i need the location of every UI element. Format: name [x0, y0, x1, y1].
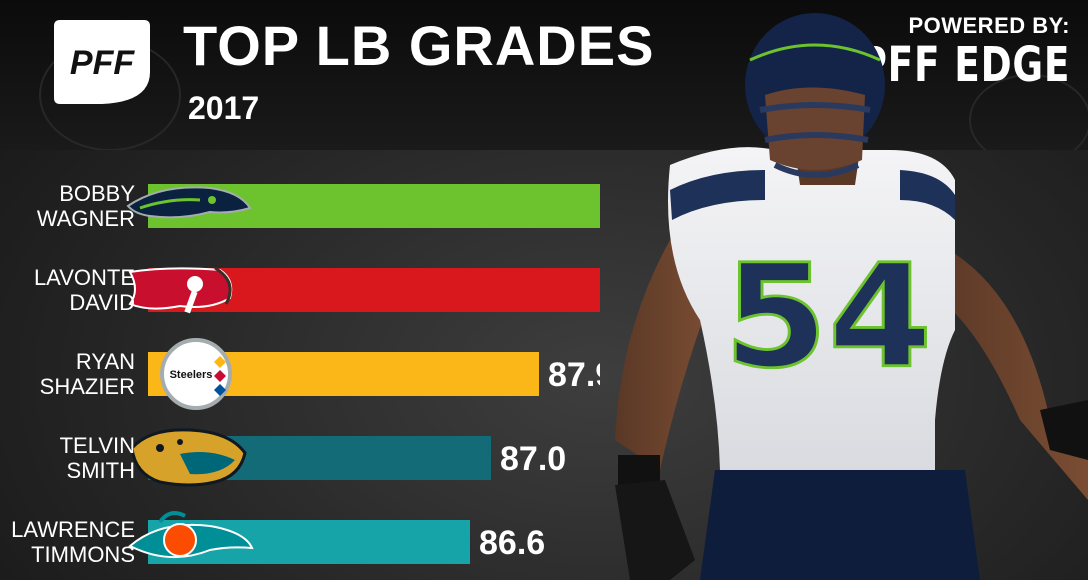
- player-name-4: TELVIN SMITH: [59, 433, 135, 483]
- value-label-4: 87.0: [500, 440, 566, 478]
- left-wristband: [618, 455, 660, 485]
- jersey-shape: [668, 147, 955, 470]
- bar-chart: 92.089.287.987.086.6 Steelers: [126, 184, 600, 564]
- sleeve-stripe-left: [670, 170, 765, 220]
- jersey-number: 54: [724, 233, 933, 400]
- powered-by-label: POWERED BY:: [908, 13, 1070, 38]
- player-name-5: LAWRENCE TIMMONS: [11, 517, 135, 567]
- value-label-3: 87.9: [548, 356, 600, 394]
- player-photo: 54: [615, 13, 1088, 580]
- pants-shape: [700, 470, 980, 580]
- player-name-2: LAVONTE DAVID: [33, 265, 135, 315]
- face-shape: [765, 87, 865, 170]
- left-glove: [615, 480, 695, 580]
- player-name-3: RYAN SHAZIER: [39, 349, 135, 399]
- seahawks-logo-icon: [126, 186, 252, 219]
- steelers-logo-icon: Steelers: [160, 338, 232, 410]
- sleeve-stripe-right: [900, 170, 955, 220]
- header-band: PFF TOP LB GRADES 2017 POWERED BY: PFF E…: [0, 0, 1088, 150]
- powered-brand: PFF EDGE: [859, 37, 1070, 93]
- dolphins-logo-icon: [128, 511, 254, 559]
- helmet-stripe: [749, 43, 881, 62]
- steelers-logo-text: Steelers: [170, 369, 213, 381]
- chart-title: TOP LB GRADES: [183, 14, 655, 77]
- powered-by-block: POWERED BY: PFF EDGE: [800, 13, 1070, 93]
- right-wristband: [1040, 400, 1088, 460]
- buccaneers-logo-icon: [128, 266, 233, 314]
- jaguars-logo-icon: [130, 428, 247, 487]
- chart-subtitle: 2017: [188, 90, 260, 126]
- facemask-icon: [759, 102, 871, 178]
- player-name-1: BOBBY WAGNER: [36, 181, 135, 231]
- value-label-5: 86.6: [479, 524, 545, 562]
- left-arm: [615, 240, 710, 470]
- pff-logo-icon: PFF: [54, 20, 150, 104]
- logo-text: PFF: [70, 44, 135, 82]
